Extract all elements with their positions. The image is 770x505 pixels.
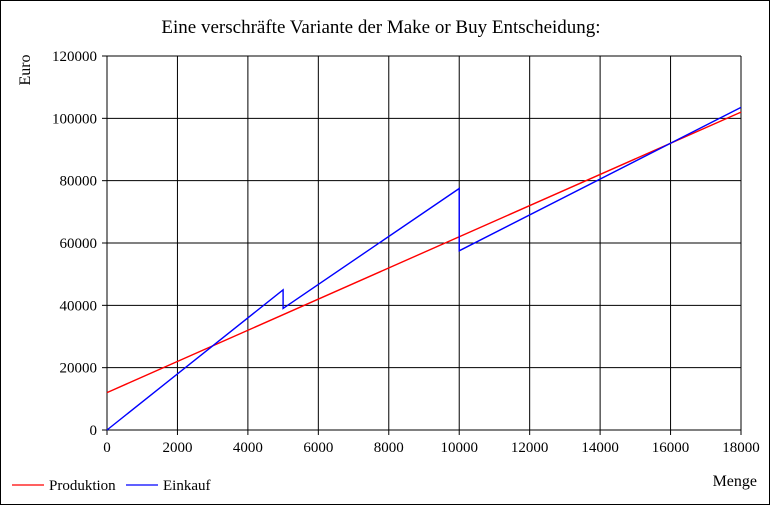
- legend-label-einkauf: Einkauf: [163, 478, 210, 494]
- legend: Produktion Einkauf: [12, 478, 210, 494]
- x-tick-label: 6000: [303, 440, 333, 456]
- x-tick-label: 0: [103, 440, 111, 456]
- x-tick-label: 12000: [511, 440, 549, 456]
- x-tick-label: 14000: [581, 440, 619, 456]
- y-tick-label: 100000: [52, 111, 97, 127]
- x-tick-label: 4000: [233, 440, 263, 456]
- series-line-produktion: [106, 111, 742, 394]
- x-tick-label: 2000: [162, 440, 192, 456]
- y-tick-label: 80000: [60, 174, 98, 190]
- y-tick-label: 20000: [60, 361, 98, 377]
- tick-labels: 0 2000 4000 6000 8000 10000 12000 14000 16000 180…: [52, 49, 760, 456]
- series-line-einkauf: [106, 106, 742, 431]
- grid: [102, 55, 742, 435]
- y-axis-label: Euro: [17, 54, 34, 85]
- x-tick-label: 10000: [440, 440, 478, 456]
- x-tick-label: 16000: [652, 440, 690, 456]
- y-tick-label: 0: [90, 423, 98, 439]
- y-tick-label: 40000: [60, 298, 98, 314]
- chart-title: Eine verschräfte Variante der Make or Bu…: [161, 17, 600, 38]
- x-tick-label: 8000: [374, 440, 404, 456]
- legend-label-produktion: Produktion: [49, 478, 116, 494]
- x-axis-label: Menge: [713, 473, 757, 490]
- y-tick-label: 60000: [60, 236, 98, 252]
- series-lines: [106, 106, 742, 431]
- y-tick-label: 120000: [52, 49, 97, 65]
- x-tick-label: 18000: [722, 440, 760, 456]
